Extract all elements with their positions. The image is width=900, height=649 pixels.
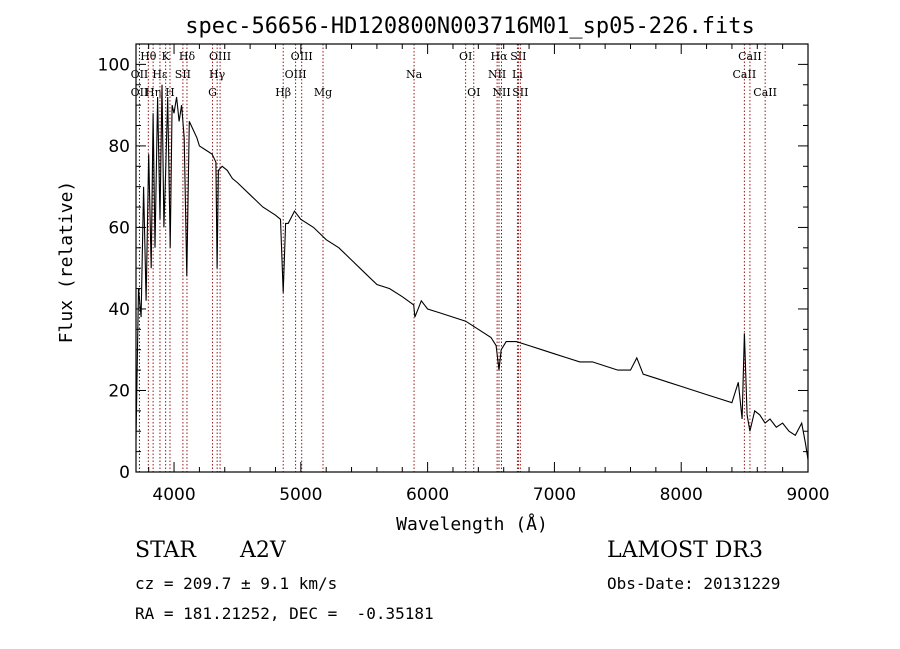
line-label-15: Mg: [314, 86, 332, 99]
coordinates: RA = 181.21252, DEC = -0.35181: [135, 604, 434, 623]
line-label-21: NII: [492, 86, 510, 99]
line-label-9: G: [208, 86, 217, 99]
line-label-12: Hβ: [275, 86, 291, 99]
y-tick-label-2: 40: [108, 300, 130, 320]
line-label-16: Na: [406, 68, 423, 81]
line-label-27: CaII: [753, 86, 777, 99]
plot-frame: [135, 43, 809, 473]
line-label-4: Hε: [152, 68, 168, 81]
line-label-10: Hγ: [209, 68, 226, 81]
line-label-0: OII: [131, 86, 149, 99]
spectrum-plot: spec-56656-HD120800N003716M01_sp05-226.f…: [56, 14, 830, 535]
observation-date: Obs-Date: 20131229: [607, 574, 781, 593]
x-tick-label-1: 5000: [279, 485, 322, 505]
survey-name: LAMOST DR3: [607, 538, 763, 563]
line-label-5: K: [162, 50, 171, 63]
x-tick-label-3: 7000: [533, 485, 576, 505]
x-tick-label-5: 9000: [786, 485, 829, 505]
chart-title: spec-56656-HD120800N003716M01_sp05-226.f…: [185, 14, 755, 39]
emission-line-markers: OIIOIIHθHηHεKHSIIHδGHγOIIIHβOIIIOIIIMgNa…: [131, 44, 777, 472]
line-label-8: Hδ: [179, 50, 196, 63]
line-label-23: Li: [512, 68, 523, 81]
redshift-readout: cz = 209.7 ± 9.1 km/s: [135, 574, 338, 593]
x-tick-label-4: 8000: [660, 485, 703, 505]
line-label-26: CaII: [738, 50, 762, 63]
line-label-22: SII: [510, 50, 526, 63]
line-label-7: SII: [175, 68, 191, 81]
x-tick-label-0: 4000: [152, 485, 195, 505]
y-axis-label: Flux (relative): [56, 181, 77, 344]
y-tick-label-4: 80: [108, 137, 130, 157]
spectrum-line: [135, 84, 809, 460]
x-tick-label-2: 6000: [406, 485, 449, 505]
line-label-19: NII: [488, 68, 506, 81]
y-axis: 0 20 40 60 80 100: [98, 55, 808, 483]
y-tick-label-0: 0: [119, 463, 130, 483]
object-type: STAR: [135, 538, 196, 563]
line-label-13: OIII: [285, 68, 307, 81]
line-label-18: OI: [467, 86, 480, 99]
line-label-6: H: [165, 86, 175, 99]
y-tick-label-5: 100: [98, 55, 130, 75]
line-label-25: CaII: [733, 68, 757, 81]
line-label-24: SII: [512, 86, 528, 99]
line-label-2: Hθ: [140, 50, 157, 63]
y-tick-label-1: 20: [108, 381, 130, 401]
line-label-3: Hη: [145, 86, 161, 99]
line-label-20: Hα: [490, 50, 508, 63]
x-axis-label: Wavelength (Å): [396, 513, 548, 535]
line-label-11: OIII: [209, 50, 231, 63]
y-tick-label-3: 60: [108, 218, 130, 238]
x-axis: 4000 5000 6000 7000 8000 9000: [148, 44, 830, 505]
line-label-1: OII: [131, 68, 149, 81]
line-label-14: OIII: [291, 50, 313, 63]
spectral-subclass: A2V: [240, 538, 286, 563]
line-label-17: OI: [459, 50, 472, 63]
